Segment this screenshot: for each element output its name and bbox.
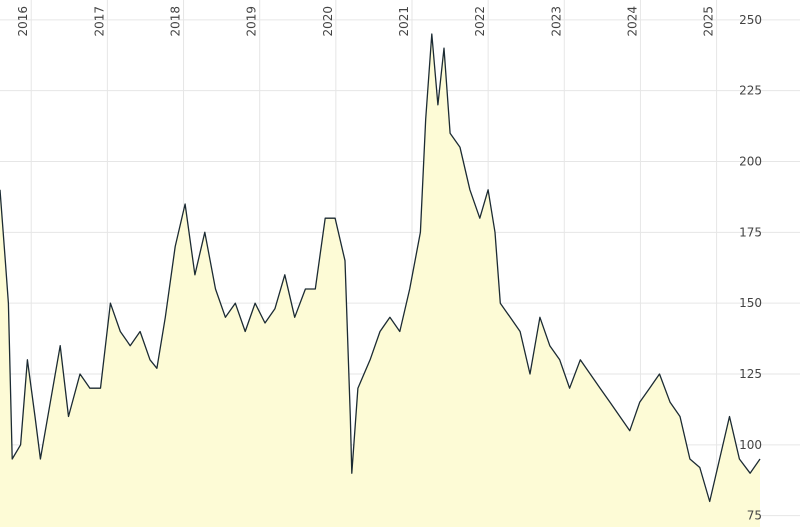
area <box>0 34 760 527</box>
y-tick-label: 225 <box>739 84 762 98</box>
x-tick-label: 2022 <box>473 6 487 37</box>
x-tick-label: 2017 <box>92 6 106 37</box>
y-tick-label: 150 <box>739 296 762 310</box>
y-tick-label: 250 <box>739 13 762 27</box>
x-tick-label: 2024 <box>625 6 639 37</box>
x-tick-label: 2023 <box>549 6 563 37</box>
line <box>0 33 761 503</box>
x-tick-label: 2021 <box>397 6 411 37</box>
x-tick-label: 2025 <box>702 6 716 37</box>
y-tick-label: 200 <box>739 155 762 169</box>
y-tick-label: 125 <box>739 367 762 381</box>
y-tick-label: 100 <box>739 438 762 452</box>
x-tick-label: 2020 <box>321 6 335 37</box>
y-tick-label: 75 <box>747 509 762 523</box>
y-tick-label: 175 <box>739 225 762 239</box>
x-tick-label: 2019 <box>245 6 259 37</box>
x-tick-label: 2018 <box>169 6 183 37</box>
x-tick-label: 2016 <box>16 6 30 37</box>
